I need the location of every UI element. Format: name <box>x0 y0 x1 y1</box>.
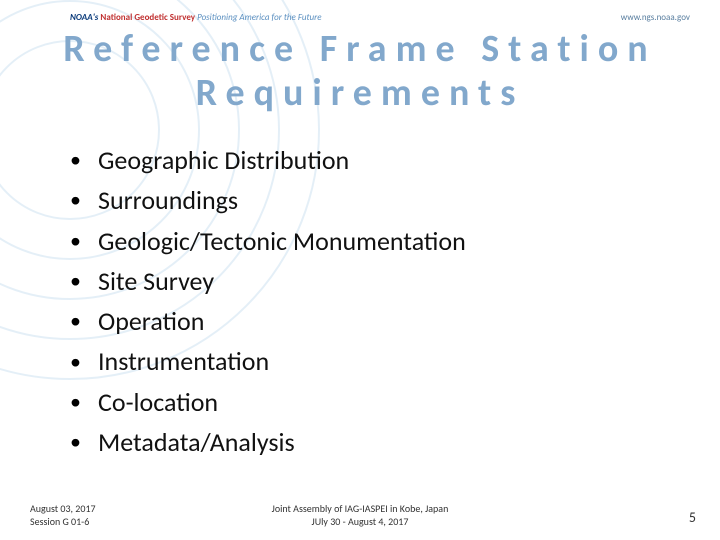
bullet-text: Surroundings <box>98 180 238 220</box>
bullet-text: Site Survey <box>98 261 214 301</box>
footer-center: Joint Assembly of IAG-IASPEI in Kobe, Ja… <box>0 503 720 528</box>
list-item: Instrumentation <box>70 341 680 381</box>
header-tagline: Positioning America for the Future <box>197 12 321 23</box>
header-left: NOAA's National Geodetic Survey Position… <box>70 12 322 23</box>
list-item: Operation <box>70 301 680 341</box>
bullet-list: Geographic Distribution Surroundings Geo… <box>70 140 680 462</box>
page-number: 5 <box>689 509 696 526</box>
bullet-text: Instrumentation <box>98 341 269 381</box>
footer: August 03, 2017 Session G 01-6 Joint Ass… <box>0 496 720 532</box>
bullet-text: Geographic Distribution <box>98 140 349 180</box>
list-item: Metadata/Analysis <box>70 422 680 462</box>
list-item: Co-location <box>70 382 680 422</box>
footer-center-line2: JUly 30 - August 4, 2017 <box>0 516 720 529</box>
list-item: Surroundings <box>70 180 680 220</box>
list-item: Geographic Distribution <box>70 140 680 180</box>
bullet-text: Geologic/Tectonic Monumentation <box>98 221 466 261</box>
header-noaa: NOAA's <box>70 12 98 23</box>
list-item: Site Survey <box>70 261 680 301</box>
header-ngs: National Geodetic Survey <box>100 12 195 23</box>
title-line-1: Reference Frame Station <box>63 26 656 72</box>
title-line-2: Requirements <box>196 70 525 116</box>
slide-title: Reference Frame Station Requirements <box>0 28 720 115</box>
list-item: Geologic/Tectonic Monumentation <box>70 221 680 261</box>
header-bar: NOAA's National Geodetic Survey Position… <box>0 8 720 26</box>
bullet-text: Metadata/Analysis <box>98 422 295 462</box>
footer-center-line1: Joint Assembly of IAG-IASPEI in Kobe, Ja… <box>0 503 720 516</box>
bullet-text: Operation <box>98 301 204 341</box>
bullet-text: Co-location <box>98 382 218 422</box>
header-url: www.ngs.noaa.gov <box>621 12 690 23</box>
